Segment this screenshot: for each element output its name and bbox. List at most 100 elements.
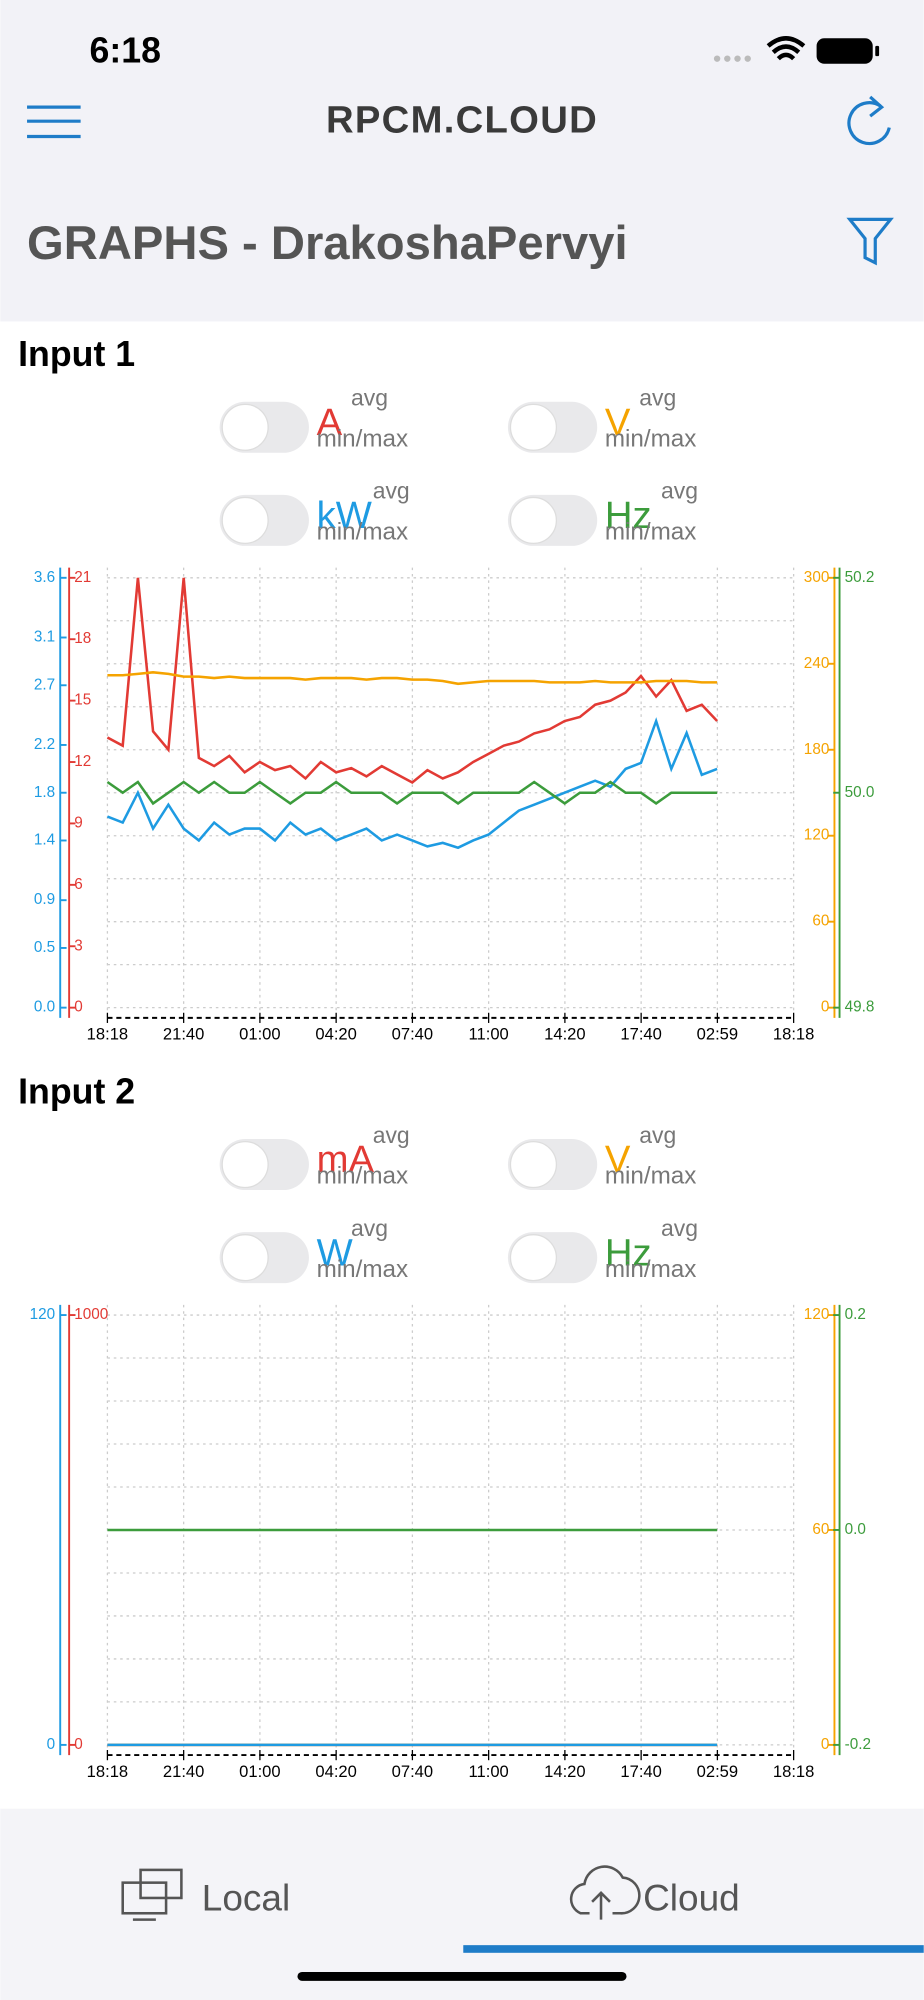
x-tick-label: 14:20 — [544, 1025, 586, 1044]
y-tick-label: 180 — [804, 741, 830, 758]
y-tick-label: 18 — [74, 630, 91, 647]
x-tick-label: 07:40 — [392, 1025, 434, 1044]
x-tick-label: 14:20 — [544, 1762, 586, 1781]
y-tick-label: 15 — [74, 692, 91, 709]
y-tick-label: 60 — [812, 913, 829, 930]
toggle-knob[interactable] — [221, 1140, 269, 1189]
toggle-unit[interactable]: V — [605, 1138, 631, 1181]
toggle-minmax[interactable]: min/max — [317, 425, 409, 452]
x-tick-label: 21:40 — [163, 1762, 204, 1781]
toggle-avg[interactable]: avg — [661, 478, 698, 504]
tab-label[interactable]: Local — [202, 1878, 290, 1919]
y-tick-label: 0.0 — [845, 1521, 866, 1538]
toggle-knob[interactable] — [509, 403, 558, 451]
toggle-avg[interactable]: avg — [351, 385, 388, 411]
y-tick-label: 120 — [804, 827, 830, 844]
y-tick-label: 9 — [74, 814, 83, 831]
menu-button[interactable] — [27, 105, 81, 139]
x-tick-label: 17:40 — [620, 1762, 662, 1781]
x-tick-label: 18:18 — [87, 1762, 129, 1781]
tab-label[interactable]: Cloud — [643, 1878, 740, 1919]
y-tick-label: 3.1 — [34, 629, 55, 646]
toggle-avg[interactable]: avg — [351, 1215, 388, 1241]
x-tick-label: 02:59 — [697, 1025, 739, 1044]
y-tick-label: -0.2 — [845, 1736, 871, 1753]
x-tick-label: 11:00 — [469, 1025, 509, 1044]
toggle-unit[interactable]: kW — [317, 494, 372, 537]
y-tick-label: 300 — [804, 569, 830, 586]
status-icons — [713, 36, 880, 64]
y-tick-label: 2.7 — [34, 676, 55, 693]
x-tick-label: 04:20 — [315, 1762, 357, 1781]
toggle-minmax[interactable]: min/max — [317, 519, 409, 546]
y-tick-label: 0.0 — [34, 999, 55, 1016]
x-tick-label: 01:00 — [239, 1762, 281, 1781]
series-line — [106, 717, 718, 850]
cloud-tab-icon[interactable] — [569, 1865, 641, 1920]
toggle-avg[interactable]: avg — [373, 1122, 410, 1148]
x-tick-label: 18:18 — [773, 1762, 815, 1781]
page-title: GRAPHS - DrakoshaPervyi — [27, 217, 628, 270]
app-logo: RPCM.CLOUD — [326, 99, 598, 142]
y-tick-label: 3.6 — [34, 569, 55, 586]
series-line — [106, 780, 718, 806]
toggle-unit[interactable]: mA — [317, 1138, 375, 1181]
toggle-unit[interactable]: Hz — [605, 1231, 652, 1274]
y-tick-label: 0.9 — [34, 891, 55, 908]
x-tick-label: 18:18 — [87, 1025, 129, 1044]
series-line — [107, 671, 718, 686]
x-tick-label: 04:20 — [315, 1025, 357, 1044]
toggle-avg[interactable]: avg — [639, 385, 676, 411]
x-tick-label: 18:18 — [773, 1025, 815, 1044]
local-tab-icon[interactable] — [121, 1868, 183, 1921]
toggle-knob[interactable] — [221, 403, 269, 451]
y-tick-label: 0 — [74, 1736, 83, 1753]
toggle-knob[interactable] — [509, 496, 558, 545]
toggle-knob[interactable] — [221, 1234, 269, 1282]
x-tick-label: 07:40 — [392, 1762, 434, 1781]
header-bg — [0, 0, 924, 322]
y-tick-label: 120 — [804, 1306, 830, 1323]
toggle-unit[interactable]: W — [317, 1231, 353, 1274]
toggle-minmax[interactable]: min/max — [317, 1256, 409, 1283]
y-tick-label: 2.2 — [34, 736, 55, 753]
y-tick-label: 240 — [804, 655, 830, 672]
x-tick-label: 02:59 — [697, 1762, 739, 1781]
y-tick-label: 50.2 — [845, 569, 875, 586]
toggle-unit[interactable]: A — [317, 401, 343, 444]
toggle-minmax[interactable]: min/max — [605, 519, 697, 546]
toggle-unit[interactable]: Hz — [605, 494, 652, 537]
filter-button[interactable] — [846, 217, 894, 266]
section-title: Input 1 — [18, 334, 135, 374]
toggle-minmax[interactable]: min/max — [605, 425, 697, 452]
toggle-minmax[interactable]: min/max — [605, 1256, 697, 1283]
y-tick-label: 0.2 — [845, 1306, 866, 1323]
y-tick-label: 0 — [821, 999, 830, 1016]
toggle-avg[interactable]: avg — [639, 1122, 676, 1148]
refresh-button[interactable] — [847, 95, 891, 145]
y-tick-label: 21 — [74, 569, 91, 586]
x-tick-label: 01:00 — [239, 1025, 281, 1044]
toggle-knob[interactable] — [509, 1140, 558, 1189]
y-tick-label: 1000 — [74, 1306, 108, 1323]
x-tick-label: 17:40 — [620, 1025, 662, 1044]
toggle-unit[interactable]: V — [605, 401, 631, 444]
toggle-knob[interactable] — [509, 1234, 558, 1282]
y-tick-label: 0 — [74, 999, 83, 1016]
active-tab-indicator — [463, 1945, 924, 1953]
y-tick-label: 1.8 — [34, 784, 55, 801]
tab-bar — [0, 1808, 924, 2000]
series-line — [106, 577, 719, 785]
toggle-knob[interactable] — [221, 496, 269, 545]
y-tick-label: 0.5 — [34, 939, 55, 956]
y-tick-label: 60 — [812, 1521, 829, 1538]
y-tick-label: 120 — [30, 1306, 56, 1323]
x-tick-label: 11:00 — [469, 1762, 509, 1781]
toggle-minmax[interactable]: min/max — [605, 1163, 697, 1190]
toggle-avg[interactable]: avg — [661, 1215, 698, 1241]
toggle-minmax[interactable]: min/max — [317, 1163, 409, 1190]
toggle-avg[interactable]: avg — [373, 478, 410, 504]
home-indicator — [297, 1971, 627, 1981]
y-tick-label: 6 — [74, 876, 83, 893]
section-title: Input 2 — [18, 1071, 135, 1111]
